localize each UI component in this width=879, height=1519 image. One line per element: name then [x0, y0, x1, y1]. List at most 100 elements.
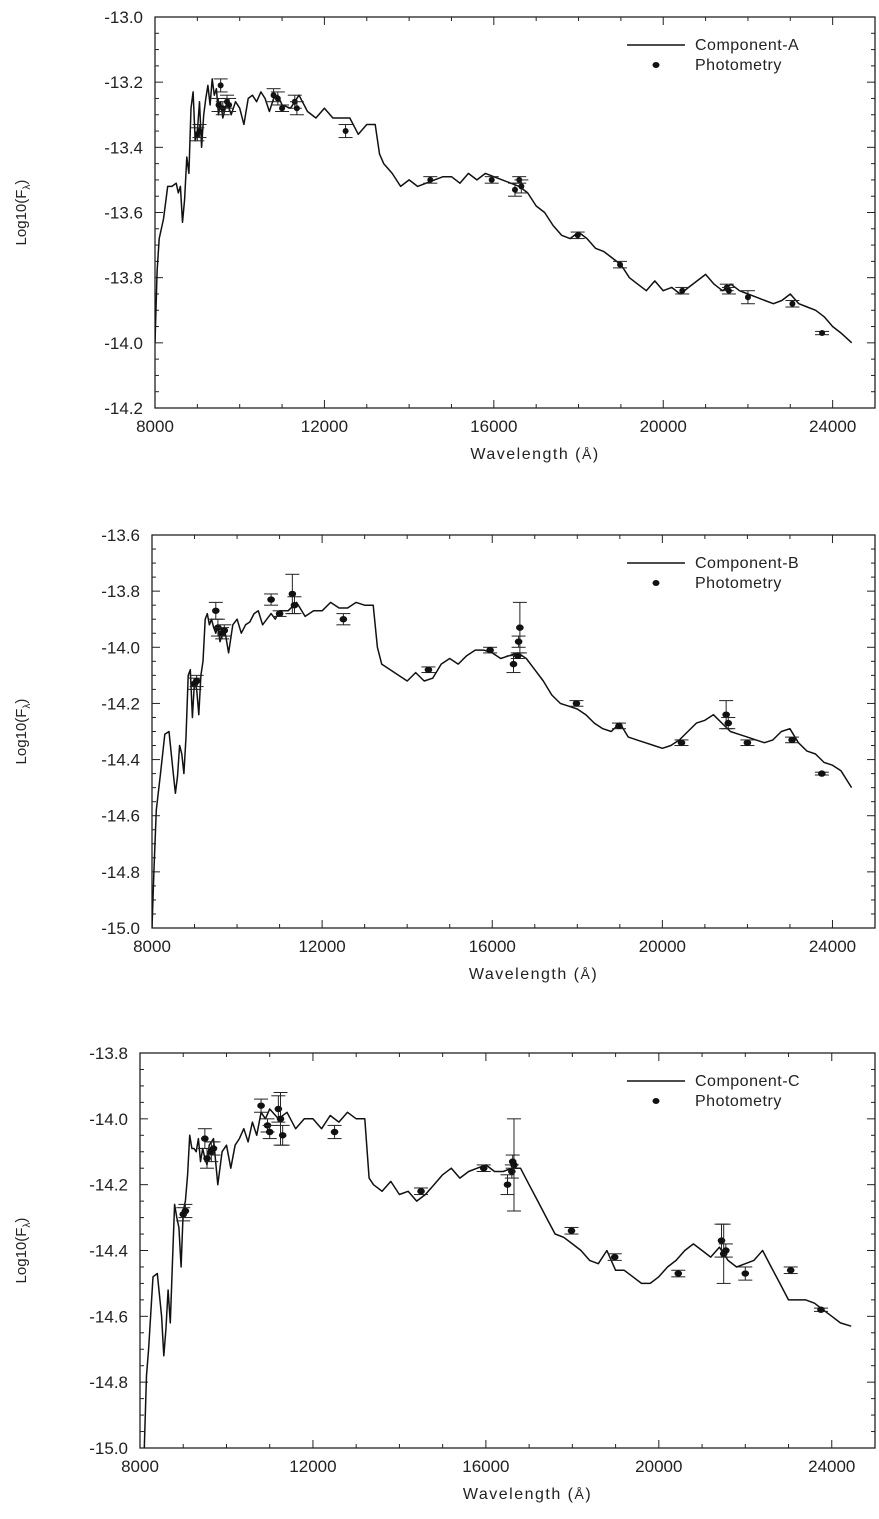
legend-a: Component-A Photometry — [627, 37, 799, 74]
photometry-marker — [679, 287, 686, 294]
photometry-marker — [339, 616, 348, 623]
photometry-point — [287, 596, 302, 615]
photometry-point — [476, 1164, 491, 1172]
y-tick-label: -14.4 — [101, 751, 140, 770]
photometry-marker — [789, 300, 796, 307]
legend-model-label: Component-B — [695, 555, 799, 572]
y-tick-label: -13.8 — [101, 582, 140, 601]
photometry-point — [570, 231, 585, 240]
chart-panel-a: 8000 12000 16000 20000 24000 -14.2 -14.0 -13.8 -… — [13, 8, 876, 463]
x-tick-label: 20000 — [635, 1457, 682, 1476]
photometry-point — [483, 646, 498, 654]
photometry-point — [178, 1203, 193, 1219]
photometry-marker — [513, 652, 522, 659]
photometry-marker — [503, 1181, 512, 1188]
photometry-marker — [278, 1132, 287, 1139]
photometry-point — [514, 179, 529, 194]
plot-frame-a — [154, 16, 876, 409]
photometry-marker — [201, 1135, 209, 1142]
y-tick-label: -13.4 — [104, 138, 143, 157]
photometry-point — [213, 78, 228, 93]
photometry-point — [671, 1269, 686, 1278]
photometry-marker — [215, 101, 222, 108]
photometry-marker — [674, 1270, 683, 1277]
photometry-marker — [279, 105, 286, 112]
x-tick-label: 20000 — [640, 417, 687, 436]
x-tick-label: 12000 — [298, 937, 345, 956]
legend-photometry-label: Photometry — [695, 1093, 782, 1110]
photometry-point — [192, 124, 207, 139]
photometry-marker — [417, 1188, 425, 1195]
y-tick-label: -13.6 — [104, 204, 143, 223]
photometry-point — [421, 666, 436, 674]
x-tick-label: 24000 — [809, 937, 856, 956]
y-tick-label: -13.8 — [89, 1044, 128, 1063]
photometry-point — [740, 739, 755, 747]
photometry-point — [674, 739, 689, 747]
photometry-point — [564, 1226, 579, 1235]
photometry-point — [484, 176, 499, 184]
photometry-point — [785, 736, 800, 744]
photometry-marker — [192, 677, 201, 685]
plot-frame-b — [151, 534, 876, 929]
legend-model-label: Component-A — [695, 37, 799, 54]
y-tick-label: -14.8 — [101, 863, 140, 882]
photometry-point — [338, 124, 353, 139]
photometry-marker — [330, 1128, 339, 1136]
y-tick-label: -13.2 — [104, 73, 143, 92]
photometry-marker — [818, 770, 826, 777]
photometry-marker — [211, 607, 220, 614]
photometry-point — [275, 1124, 290, 1146]
photometry-marker — [267, 596, 275, 603]
x-axis-label: Wavelength (Å) — [463, 1486, 592, 1503]
photometry-marker — [274, 95, 281, 102]
photometry-point — [607, 1253, 622, 1261]
x-tick-label: 16000 — [469, 937, 516, 956]
photometry-marker — [226, 101, 233, 108]
photometry-marker — [342, 128, 349, 135]
photometry-marker — [574, 232, 581, 239]
photometry-marker — [479, 1165, 488, 1172]
photometry-point — [254, 1098, 269, 1113]
photometry-point — [208, 601, 223, 620]
photometry-marker — [610, 1253, 619, 1261]
y-tick-label: -13.0 — [104, 8, 143, 27]
photometry-marker — [518, 183, 525, 190]
photometry-point — [511, 635, 526, 648]
model-curve-c — [143, 1108, 852, 1448]
y-tick-label: -13.6 — [101, 526, 140, 545]
photometry-marker — [486, 646, 494, 654]
photometry-marker — [512, 186, 518, 193]
photometry-point — [262, 1124, 277, 1140]
photometry-point — [611, 722, 626, 730]
photometry-marker — [514, 638, 523, 645]
chart-panel-c: 8000 12000 16000 20000 24000 -15.0 -14.8 -14.6 -… — [13, 1044, 876, 1503]
photometry-marker — [209, 1145, 218, 1152]
y-tick-label: -14.2 — [89, 1176, 128, 1195]
photometry-point — [785, 299, 800, 308]
photometry-point — [327, 1124, 342, 1140]
x-tick-label: 8000 — [136, 417, 174, 436]
x-tick-label: 12000 — [289, 1457, 336, 1476]
model-curve-b — [152, 601, 853, 928]
photometry-marker — [220, 627, 229, 634]
photometry-point — [675, 286, 690, 295]
photometry-marker — [819, 330, 826, 337]
photometry-marker — [788, 736, 796, 744]
photometry-point — [275, 104, 290, 112]
photometry-marker — [196, 128, 203, 135]
photometry-marker — [181, 1207, 190, 1215]
photometry-point — [222, 97, 237, 112]
y-axis-label: Log10(Fλ) — [13, 1218, 33, 1284]
y-tick-label: -14.4 — [89, 1242, 128, 1261]
model-curve-a — [155, 78, 853, 344]
x-tick-label: 16000 — [470, 417, 517, 436]
legend-model-label: Component-C — [695, 1073, 800, 1090]
photometry-marker — [275, 610, 284, 617]
photometry-point — [512, 601, 527, 654]
photometry-marker — [817, 1306, 825, 1313]
photometry-marker — [677, 739, 686, 746]
photometry-marker — [744, 294, 751, 301]
photometry-marker — [724, 719, 733, 727]
